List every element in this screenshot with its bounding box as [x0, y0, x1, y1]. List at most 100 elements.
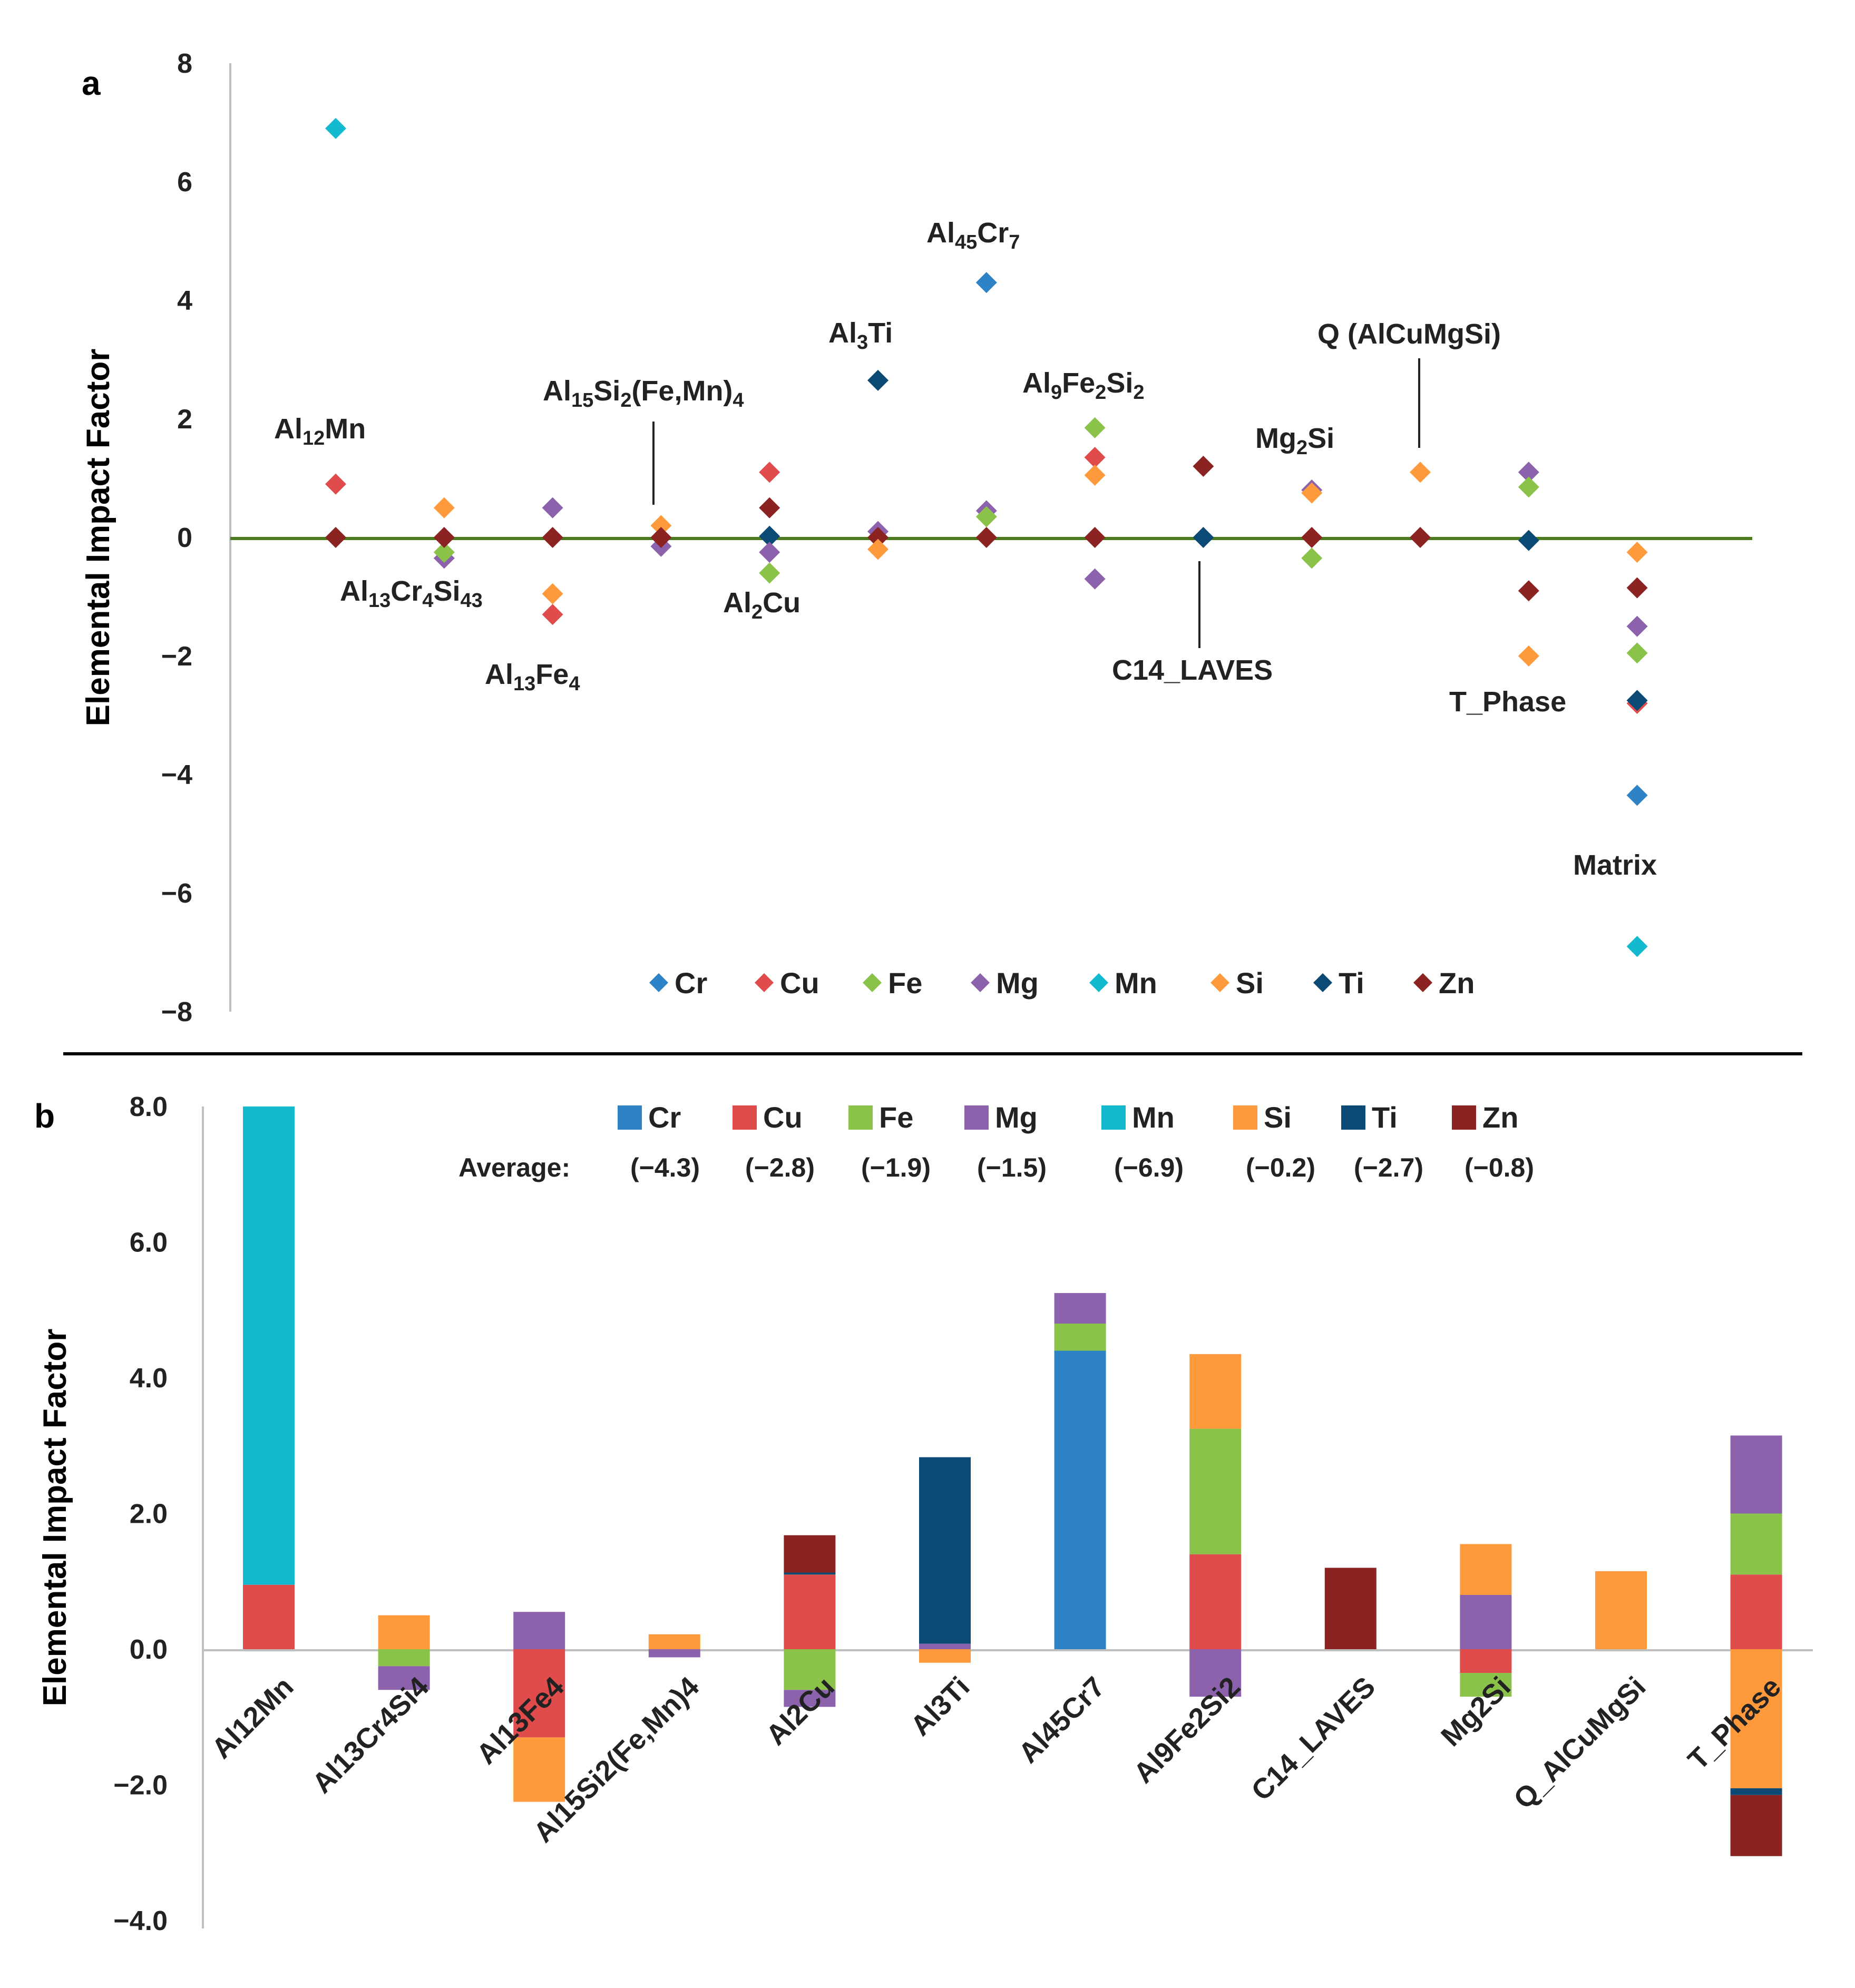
bar-al9fe2si2-si: [1189, 1354, 1242, 1429]
legend-a-ti-label: Ti: [1339, 966, 1364, 1000]
point-al3ti-zn: [867, 527, 889, 548]
panel-b-y-axis-label: Elemental Impact Factor: [37, 1329, 73, 1707]
point-al13fe4-cu: [542, 604, 563, 625]
bar-al13fe4-cu: [513, 1649, 565, 1738]
bar-mg2si-cu: [1460, 1649, 1512, 1673]
point-matrix-si: [1626, 542, 1648, 563]
annotation-al9fe2si2: Al9Fe2Si2: [1022, 367, 1144, 404]
point-q-alcumgsi-zn: [1410, 527, 1431, 548]
bar-al9fe2si2-cu: [1189, 1554, 1242, 1649]
point-al15si2-fe-mn-4-si: [650, 515, 672, 536]
legend-b-mn-swatch: [1101, 1105, 1126, 1130]
point-al13fe4-si: [542, 583, 563, 604]
legend-a-cr-marker: [649, 973, 668, 992]
legend-a-mg-label: Mg: [996, 966, 1039, 1000]
point-al13cr4si43-fe: [433, 542, 455, 563]
point-t-phase-fe: [1518, 476, 1539, 498]
bar-al2cu-cu: [784, 1574, 836, 1649]
annotation-al15si2femn4: Al15Si2(Fe,Mn)4: [543, 375, 744, 412]
bar-al13fe4-mg: [513, 1612, 565, 1649]
point-matrix-mg: [1626, 615, 1648, 637]
x-tick-al9fe2si2: Al9Fe2Si2: [1128, 1671, 1246, 1789]
legend-b-ti-label: Ti: [1372, 1101, 1398, 1134]
bar-al9fe2si2-fe: [1189, 1428, 1242, 1554]
point-matrix-ti: [1626, 690, 1648, 711]
bar-al12mn-mn: [243, 1106, 295, 1585]
point-matrix-zn: [1626, 577, 1648, 599]
point-mg2si-fe: [1301, 547, 1323, 569]
point-al45cr7-zn: [975, 527, 997, 548]
bar-al12mn-cu: [243, 1584, 295, 1649]
annotation-al2cu: Al2Cu: [723, 587, 800, 623]
x-tick-al45cr7: Al45Cr7: [1012, 1671, 1111, 1769]
legend-b-mg-swatch: [964, 1105, 989, 1130]
point-q-alcumgsi-si: [1410, 462, 1431, 483]
panel-a-y-tick-0: 0: [177, 523, 192, 553]
bar-t-phase-zn: [1730, 1795, 1782, 1856]
legend-a-ti-marker: [1313, 973, 1332, 992]
x-tick-al13cr4si4: Al13Cr4Si4: [306, 1671, 435, 1799]
legend-a-cu-marker: [755, 973, 774, 992]
annotation-al13cr4si43: Al13Cr4Si43: [340, 575, 483, 612]
bar-mg2si-si: [1460, 1544, 1512, 1595]
panel-a-letter: a: [82, 64, 101, 102]
annotation-c14-laves: C14_LAVES: [1112, 654, 1273, 686]
average-label: Average:: [458, 1153, 570, 1182]
legend-b-mn-label: Mn: [1132, 1101, 1175, 1134]
annotation-al13fe4: Al13Fe4: [485, 659, 580, 695]
point-c14-laves-zn: [1193, 456, 1214, 477]
legend-b-cr-swatch: [618, 1105, 642, 1130]
point-matrix-mn: [1626, 936, 1648, 957]
legend-a-cu-label: Cu: [780, 966, 819, 1000]
legend-a-mg-marker: [971, 973, 990, 992]
legend-a-fe-label: Fe: [888, 966, 922, 1000]
point-al2cu-zn: [759, 497, 780, 518]
legend-b-fe-label: Fe: [879, 1101, 913, 1134]
bar-t-phase-cu: [1730, 1574, 1782, 1649]
legend-a-si-marker: [1210, 973, 1229, 992]
bar-t-phase-si: [1730, 1649, 1782, 1788]
bar-al45cr7-mg: [1054, 1293, 1106, 1324]
legend-b-cu-label: Cu: [763, 1101, 803, 1134]
bar-c14-laves-zn: [1324, 1568, 1376, 1649]
x-tick-c14-laves: C14_LAVES: [1245, 1671, 1381, 1807]
bar-mg2si-fe: [1460, 1673, 1512, 1697]
legend-b-cu-average: (−2.8): [745, 1153, 815, 1182]
point-mg2si-si: [1301, 482, 1323, 504]
annotation-al12mn: Al12Mn: [274, 413, 366, 449]
bar-t-phase-mg: [1730, 1435, 1782, 1514]
x-tick-al3ti: Al3Ti: [904, 1671, 975, 1742]
point-al13fe4-mg: [542, 497, 563, 518]
legend-b-si-label: Si: [1264, 1101, 1292, 1134]
legend-a-mn-label: Mn: [1115, 966, 1157, 1000]
legend-b-cu-swatch: [733, 1105, 757, 1130]
point-t-phase-zn: [1518, 580, 1539, 602]
panel-b-y-tick-2-0: 2.0: [130, 1499, 168, 1530]
bar-al3ti-si: [919, 1649, 971, 1663]
point-al12mn-cu: [325, 473, 346, 495]
annotation-t-phase: T_Phase: [1449, 686, 1566, 718]
point-matrix-cr: [1626, 785, 1648, 806]
panel-b-letter: b: [34, 1097, 55, 1135]
panel-a-y-tick-6: −6: [161, 878, 192, 909]
legend-b-zn-average: (−0.8): [1465, 1153, 1534, 1182]
panel-b-y-tick-4-0: −4.0: [113, 1906, 168, 1936]
bar-al2cu-ti: [784, 1572, 836, 1575]
legend-b-cr-average: (−4.3): [630, 1153, 700, 1182]
panel-b-y-tick-6-0: 6.0: [130, 1228, 168, 1258]
legend-b-zn-swatch: [1452, 1105, 1476, 1130]
bar-al13cr4si4-si: [378, 1615, 430, 1649]
legend-b-fe-average: (−1.9): [861, 1153, 931, 1182]
bar-al13cr4si4-fe: [378, 1649, 430, 1667]
legend-b-mn-average: (−6.9): [1114, 1153, 1184, 1182]
point-al9fe2si2-cu: [1084, 447, 1106, 468]
point-al15si2-fe-mn-4-zn: [650, 527, 672, 548]
legend-b-mg-average: (−1.5): [977, 1153, 1047, 1182]
point-al9fe2si2-fe: [1084, 417, 1106, 438]
point-al9fe2si2-zn: [1084, 527, 1106, 548]
legend-b-si-average: (−0.2): [1246, 1153, 1315, 1182]
point-al12mn-mn: [325, 117, 346, 139]
legend-a-mn-marker: [1089, 973, 1108, 992]
point-al45cr7-cr: [975, 272, 997, 293]
